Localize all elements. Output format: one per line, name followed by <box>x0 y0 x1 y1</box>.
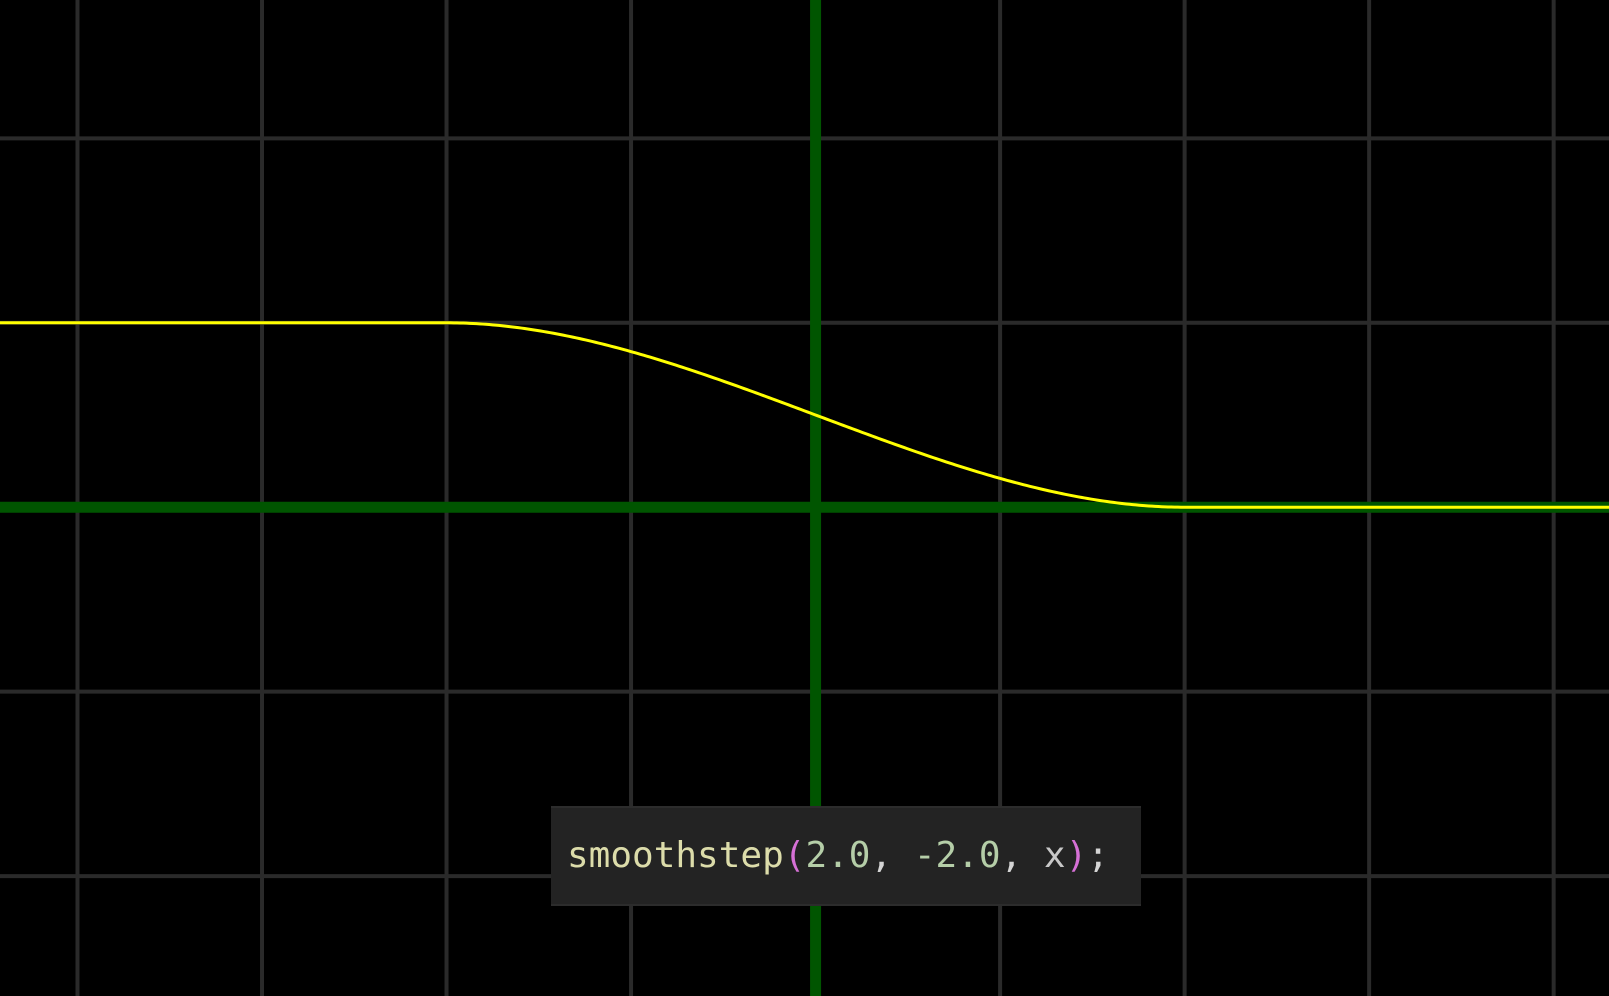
code-terminator: ; <box>1087 835 1109 876</box>
code-close-paren: ) <box>1065 835 1088 876</box>
curve-line-smoothstep <box>0 321 1609 509</box>
code-function-name: smoothstep <box>567 835 784 876</box>
code-arg-x: x <box>1043 835 1066 876</box>
curve-layer <box>0 321 1609 509</box>
code-separator: , <box>1000 835 1044 876</box>
code-arg-edge1: -2.0 <box>913 835 1001 876</box>
code-arg-edge0: 2.0 <box>805 835 871 876</box>
code-expression: smoothstep(2.0, -2.0, x); <box>567 826 1109 886</box>
code-tooltip: smoothstep(2.0, -2.0, x); <box>551 806 1141 906</box>
code-separator: , <box>870 835 914 876</box>
code-open-paren: ( <box>783 835 806 876</box>
